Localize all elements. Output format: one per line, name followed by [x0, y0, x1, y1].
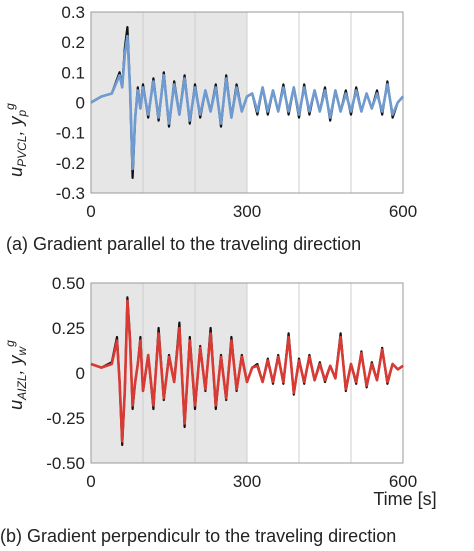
y-tick-labels: 0.3 0.2 0.1 0 -0.1 -0.2 -0.3: [56, 3, 85, 203]
panel-a: 0.3 0.2 0.1 0 -0.1 -0.2 -0.3 0 300 600 uPVCL, yp…: [3, 3, 417, 254]
y-tick-label: 0.3: [61, 3, 85, 22]
series-group: [90, 26, 404, 179]
caption: (b) Gradient perpendiculr to the traveli…: [0, 526, 396, 546]
shaded-region: [91, 12, 247, 193]
x-tick-labels: 0 300 600: [86, 202, 417, 221]
series-line-1: [90, 299, 404, 443]
y-tick-label: -0.2: [56, 154, 85, 173]
x-tick-label: 300: [233, 472, 261, 491]
y-axis-label: uPVCL, ypg: [3, 103, 29, 177]
y-tick-label: -0.1: [56, 124, 85, 143]
y-tick-label: 0: [76, 364, 85, 383]
y-tick-label: 0.25: [52, 319, 85, 338]
y-tick-label: -0.3: [56, 184, 85, 203]
x-tick-label: 300: [233, 202, 261, 221]
x-tick-label: 0: [86, 202, 95, 221]
vertical-grid: [142, 12, 352, 193]
shaded-region: [91, 283, 247, 463]
caption: (a) Gradient parallel to the traveling d…: [6, 234, 361, 254]
y-tick-label: 0.2: [61, 33, 85, 52]
x-tick-labels: 0 300 600: [86, 472, 417, 491]
x-tick-label: 600: [389, 202, 417, 221]
y-tick-label: -0.25: [46, 409, 85, 428]
x-tick-label: 600: [389, 472, 417, 491]
y-tick-label: 0: [76, 94, 85, 113]
panel-b: 0.50 0.25 0 -0.25 -0.50 0 300 600 uAIZL, ywg T…: [0, 274, 437, 546]
y-tick-label: 0.50: [52, 274, 85, 293]
series-line-1: [90, 34, 404, 171]
y-axis-label: uAIZL, ywg: [3, 340, 29, 410]
plot-frame: [90, 282, 404, 464]
series-group: [90, 296, 404, 447]
y-tick-label: -0.50: [46, 454, 85, 473]
x-axis-label: Time [s]: [373, 489, 436, 509]
y-tick-label: 0.1: [61, 63, 85, 82]
x-tick-label: 0: [86, 472, 95, 491]
y-tick-labels: 0.50 0.25 0 -0.25 -0.50: [46, 274, 85, 473]
